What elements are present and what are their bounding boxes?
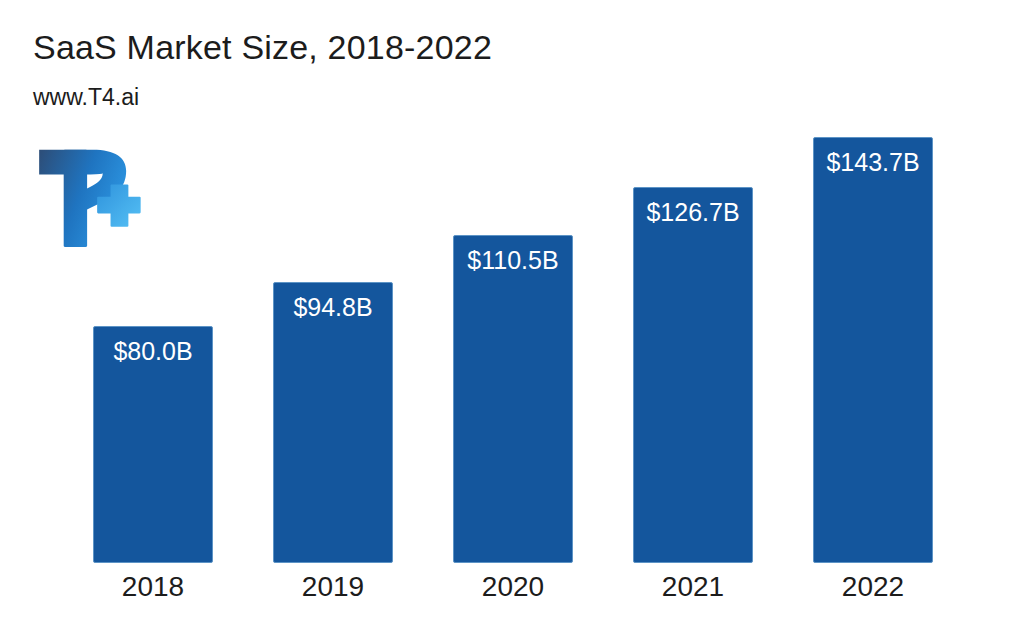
bar-value-label: $110.5B [454, 236, 572, 275]
bar-column-2021: $126.7B2021 [633, 137, 753, 563]
bar-2018: $80.0B [93, 326, 213, 563]
bar-column-2019: $94.8B2019 [273, 137, 393, 563]
bar-2020: $110.5B [453, 235, 573, 563]
source-url: www.T4.ai [33, 84, 139, 111]
bar-value-label: $94.8B [274, 283, 392, 322]
bar-column-2018: $80.0B2018 [93, 137, 213, 563]
bar-value-label: $80.0B [94, 327, 212, 366]
bar-chart: $80.0B2018 $94.8B2019 $110.5B2020 $126.7B20… [93, 137, 933, 563]
logo-t-stem [64, 150, 87, 247]
bar-column-2022: $143.7B2022 [813, 137, 933, 563]
x-axis-label: 2018 [93, 571, 213, 603]
x-axis-label: 2022 [813, 571, 933, 603]
x-axis-label: 2020 [453, 571, 573, 603]
bar-2019: $94.8B [273, 282, 393, 563]
x-axis-label: 2021 [633, 571, 753, 603]
x-axis-label: 2019 [273, 571, 393, 603]
bar-2022: $143.7B [813, 137, 933, 563]
bar-value-label: $143.7B [814, 138, 932, 177]
bar-column-2020: $110.5B2020 [453, 137, 573, 563]
page-title: SaaS Market Size, 2018-2022 [33, 28, 492, 67]
bar-value-label: $126.7B [634, 188, 752, 227]
bar-2021: $126.7B [633, 187, 753, 563]
